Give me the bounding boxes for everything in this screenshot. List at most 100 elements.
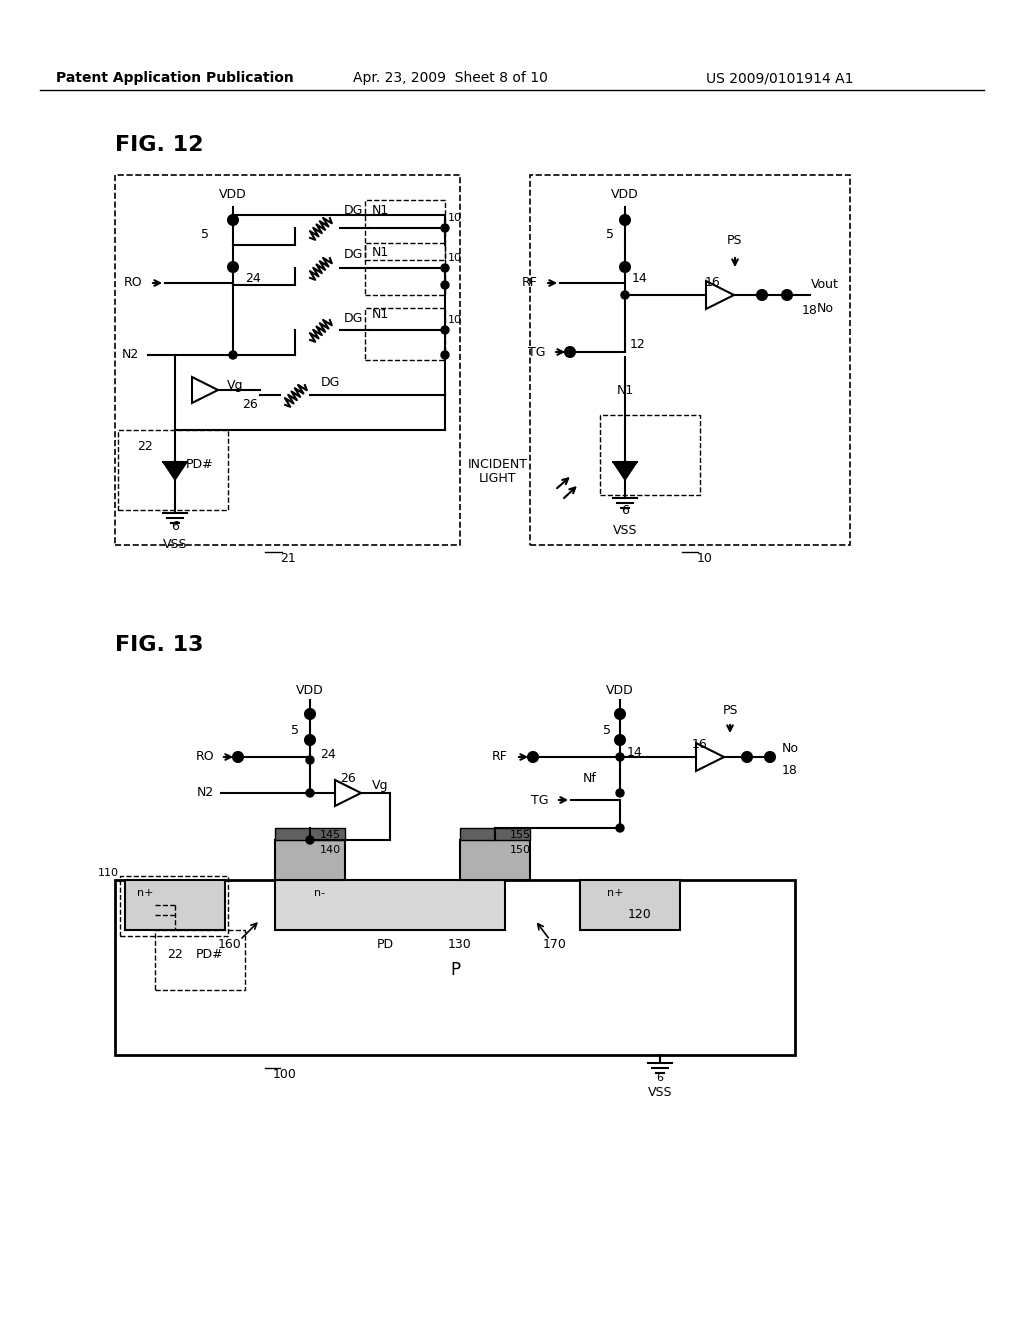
Text: Vg: Vg: [372, 779, 388, 792]
Text: N2: N2: [197, 787, 214, 800]
Text: 10: 10: [449, 213, 462, 223]
Text: 100: 100: [273, 1068, 297, 1081]
Text: 14: 14: [627, 746, 643, 759]
Bar: [365, 201, 445, 260]
Text: 10: 10: [697, 552, 713, 565]
Text: 6: 6: [622, 503, 629, 516]
Bar: [365, 243, 445, 294]
Polygon shape: [613, 462, 637, 480]
Text: VSS: VSS: [612, 524, 637, 536]
Text: N2: N2: [122, 348, 138, 362]
Text: 24: 24: [321, 748, 336, 762]
Text: Vg: Vg: [226, 379, 244, 392]
Text: 10: 10: [449, 253, 462, 263]
Text: 26: 26: [242, 399, 258, 412]
Circle shape: [228, 215, 238, 224]
Circle shape: [229, 351, 237, 359]
Text: VSS: VSS: [648, 1086, 672, 1100]
Text: n+: n+: [137, 888, 154, 898]
Text: LIGHT: LIGHT: [479, 471, 517, 484]
Circle shape: [306, 756, 314, 764]
Text: Vout: Vout: [811, 279, 839, 292]
Text: 150: 150: [510, 845, 530, 855]
Bar: [530, 176, 850, 545]
Text: DG: DG: [343, 312, 362, 325]
Text: n-: n-: [314, 888, 326, 898]
Circle shape: [615, 735, 625, 744]
Circle shape: [441, 351, 449, 359]
Circle shape: [228, 261, 238, 272]
Circle shape: [441, 264, 449, 272]
Text: FIG. 13: FIG. 13: [115, 635, 204, 655]
Circle shape: [757, 290, 767, 300]
Text: n+: n+: [607, 888, 624, 898]
Text: TG: TG: [528, 346, 546, 359]
Text: FIG. 12: FIG. 12: [115, 135, 204, 154]
Text: N1: N1: [616, 384, 634, 396]
Text: VSS: VSS: [163, 539, 187, 552]
Text: TG: TG: [531, 793, 549, 807]
Text: VDD: VDD: [611, 189, 639, 202]
Text: N1: N1: [372, 203, 389, 216]
Circle shape: [528, 752, 538, 762]
Bar: [580, 880, 680, 931]
Text: 16: 16: [706, 276, 721, 289]
Bar: [460, 828, 530, 840]
Text: 21: 21: [281, 552, 296, 565]
Circle shape: [616, 824, 624, 832]
Text: 120: 120: [628, 908, 652, 921]
Text: PD#: PD#: [197, 949, 224, 961]
Text: 16: 16: [692, 738, 708, 751]
Text: 5: 5: [201, 228, 209, 242]
Text: DG: DG: [343, 248, 362, 261]
Text: 26: 26: [340, 771, 356, 784]
Text: 145: 145: [319, 830, 341, 840]
Circle shape: [441, 326, 449, 334]
Bar: [115, 176, 460, 545]
Text: 12: 12: [630, 338, 646, 351]
Bar: [275, 880, 505, 931]
Bar: [275, 828, 345, 840]
Text: VDD: VDD: [606, 684, 634, 697]
Circle shape: [441, 281, 449, 289]
Circle shape: [621, 290, 629, 300]
Text: 10: 10: [449, 315, 462, 325]
Text: P: P: [450, 961, 460, 979]
Bar: [155, 931, 245, 990]
Text: 160: 160: [218, 939, 242, 952]
Text: RO: RO: [124, 276, 142, 289]
Text: RF: RF: [493, 751, 508, 763]
Circle shape: [306, 789, 314, 797]
Text: 170: 170: [543, 939, 567, 952]
Text: Nf: Nf: [583, 771, 597, 784]
Text: 6: 6: [171, 520, 179, 532]
Bar: [118, 430, 228, 510]
Text: 5: 5: [606, 228, 614, 242]
Circle shape: [742, 752, 752, 762]
Polygon shape: [163, 462, 187, 480]
Circle shape: [765, 752, 775, 762]
Text: RF: RF: [522, 276, 538, 289]
Text: 140: 140: [319, 845, 341, 855]
Text: No: No: [816, 301, 834, 314]
Circle shape: [233, 752, 243, 762]
Circle shape: [620, 215, 630, 224]
Text: VDD: VDD: [296, 684, 324, 697]
Circle shape: [615, 709, 625, 719]
Bar: [600, 414, 700, 495]
Text: VDD: VDD: [219, 189, 247, 202]
Text: N1: N1: [372, 247, 389, 260]
Bar: [115, 880, 795, 1055]
Text: DG: DG: [343, 203, 362, 216]
Text: 5: 5: [291, 723, 299, 737]
Text: DG: DG: [321, 375, 340, 388]
Text: US 2009/0101914 A1: US 2009/0101914 A1: [707, 71, 854, 84]
Bar: [120, 876, 228, 936]
Circle shape: [306, 836, 314, 843]
Text: 155: 155: [510, 830, 530, 840]
Text: PD#: PD#: [186, 458, 214, 471]
Text: 6: 6: [656, 1073, 664, 1082]
Circle shape: [616, 789, 624, 797]
Circle shape: [782, 290, 792, 300]
Text: No: No: [781, 742, 799, 755]
